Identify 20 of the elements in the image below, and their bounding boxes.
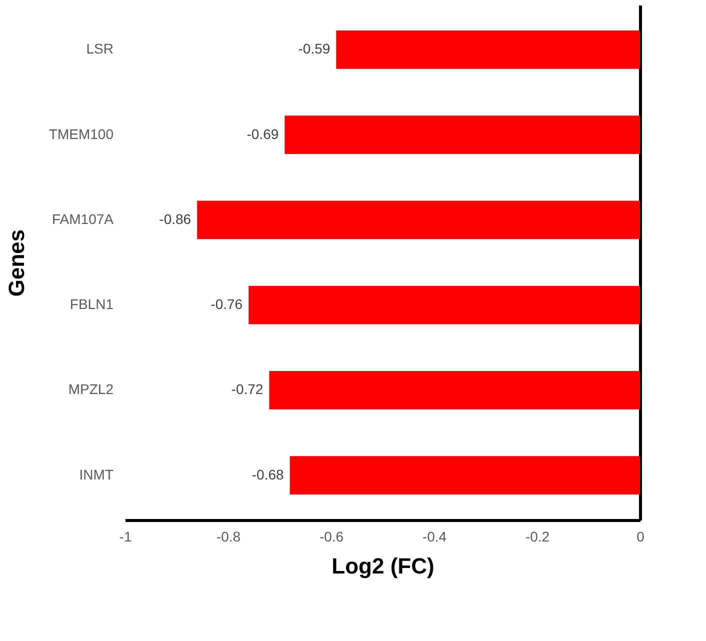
y-axis-title: Genes <box>4 229 29 297</box>
data-label: -0.72 <box>231 381 264 398</box>
y-tick-label: LSR <box>86 40 114 57</box>
x-tick-label: -1 <box>119 528 132 544</box>
data-label: -0.68 <box>252 466 284 482</box>
y-tick-label: INMT <box>79 466 114 482</box>
y-tick-label: MPZL2 <box>68 381 114 398</box>
x-tick-label: -0.8 <box>216 528 241 544</box>
data-label: -0.69 <box>246 126 279 142</box>
y-tick-label: FBLN1 <box>70 296 114 312</box>
x-tick-label: -0.6 <box>319 528 344 544</box>
y-tick-label: FAM107A <box>52 210 114 227</box>
data-label: -0.86 <box>159 210 192 227</box>
x-tick-label: 0 <box>636 528 645 544</box>
y-tick-label: TMEM100 <box>48 126 114 142</box>
data-label: -0.76 <box>210 296 243 312</box>
x-tick-label: -0.4 <box>422 528 447 544</box>
x-tick-label: -0.2 <box>525 528 550 544</box>
x-axis-title: Log2 (FC) <box>332 554 434 578</box>
data-label: -0.59 <box>298 40 330 57</box>
